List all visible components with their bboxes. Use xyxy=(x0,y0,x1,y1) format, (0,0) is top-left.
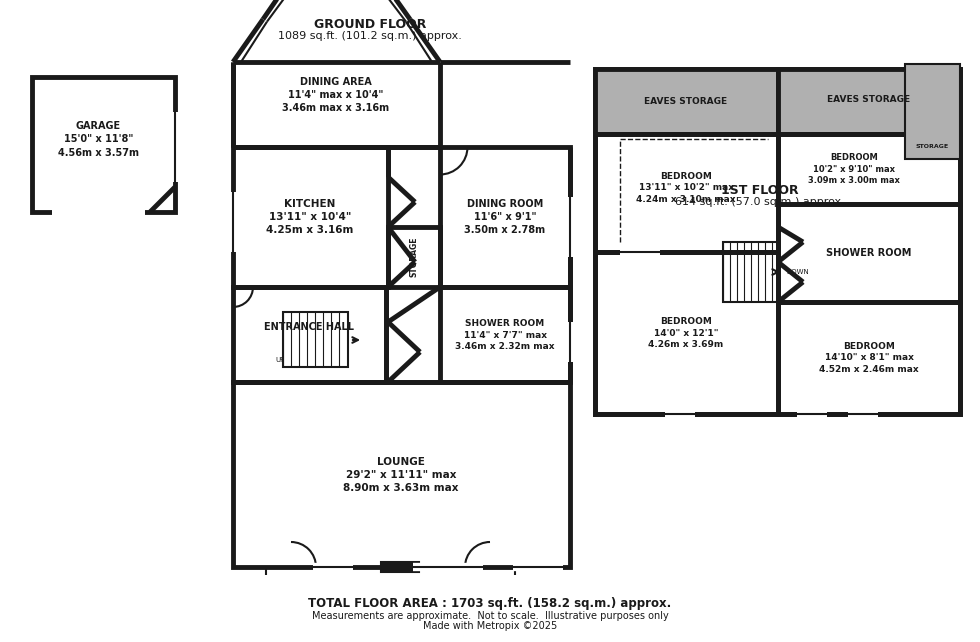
Bar xyxy=(233,147,388,287)
Text: DINING AREA
11'4" max x 10'4"
3.46m max x 3.16m: DINING AREA 11'4" max x 10'4" 3.46m max … xyxy=(282,77,390,113)
Bar xyxy=(778,134,960,204)
Text: STORAGE: STORAGE xyxy=(915,144,949,150)
Text: BEDROOM
14'0" x 12'1"
4.26m x 3.69m: BEDROOM 14'0" x 12'1" 4.26m x 3.69m xyxy=(649,317,723,349)
Text: KITCHEN
13'11" x 10'4"
4.25m x 3.16m: KITCHEN 13'11" x 10'4" 4.25m x 3.16m xyxy=(267,199,354,235)
Text: BEDROOM
10'2" x 9'10" max
3.09m x 3.00m max: BEDROOM 10'2" x 9'10" max 3.09m x 3.00m … xyxy=(808,153,900,186)
Text: DOWN: DOWN xyxy=(786,269,808,275)
Text: Made with Metropix ©2025: Made with Metropix ©2025 xyxy=(423,621,557,631)
Bar xyxy=(283,312,348,367)
Bar xyxy=(381,562,419,572)
Bar xyxy=(905,64,960,159)
Text: TOTAL FLOOR AREA : 1703 sq.ft. (158.2 sq.m.) approx.: TOTAL FLOOR AREA : 1703 sq.ft. (158.2 sq… xyxy=(309,598,671,611)
Text: 1ST FLOOR: 1ST FLOOR xyxy=(721,184,799,196)
Text: BEDROOM
14'10" x 8'1" max
4.52m x 2.46m max: BEDROOM 14'10" x 8'1" max 4.52m x 2.46m … xyxy=(819,342,919,374)
Bar xyxy=(32,77,175,212)
Bar xyxy=(595,134,778,252)
Bar xyxy=(778,69,960,134)
Text: SHOWER ROOM: SHOWER ROOM xyxy=(826,248,911,258)
Text: GROUND FLOOR: GROUND FLOOR xyxy=(314,17,426,31)
Bar xyxy=(388,227,440,287)
Text: BEDROOM
13'11" x 10'2" max
4.24m x 3.10m max: BEDROOM 13'11" x 10'2" max 4.24m x 3.10m… xyxy=(636,171,736,204)
Bar xyxy=(595,69,960,414)
Bar xyxy=(595,252,778,414)
Bar xyxy=(233,287,386,382)
Text: 1089 sq.ft. (101.2 sq.m.) approx.: 1089 sq.ft. (101.2 sq.m.) approx. xyxy=(278,31,462,41)
Text: 614 sq.ft. (57.0 sq.m.) approx.: 614 sq.ft. (57.0 sq.m.) approx. xyxy=(675,197,845,207)
Bar xyxy=(778,204,960,302)
Text: EAVES STORAGE: EAVES STORAGE xyxy=(645,96,727,105)
Text: EAVES STORAGE: EAVES STORAGE xyxy=(827,94,910,103)
Bar xyxy=(595,69,778,134)
Text: UP: UP xyxy=(275,357,284,363)
Text: SHOWER ROOM
11'4" x 7'7" max
3.46m x 2.32m max: SHOWER ROOM 11'4" x 7'7" max 3.46m x 2.3… xyxy=(456,318,555,351)
Text: Measurements are approximate.  Not to scale.  Illustrative purposes only: Measurements are approximate. Not to sca… xyxy=(312,611,668,621)
Text: DINING ROOM
11'6" x 9'1"
3.50m x 2.78m: DINING ROOM 11'6" x 9'1" 3.50m x 2.78m xyxy=(465,199,546,235)
Bar xyxy=(440,147,570,287)
Bar xyxy=(233,382,570,567)
Text: ENTRANCE HALL: ENTRANCE HALL xyxy=(264,322,354,332)
Text: GARAGE
15'0" x 11'8"
4.56m x 3.57m: GARAGE 15'0" x 11'8" 4.56m x 3.57m xyxy=(58,121,139,158)
Text: LOUNGE
29'2" x 11'11" max
8.90m x 3.63m max: LOUNGE 29'2" x 11'11" max 8.90m x 3.63m … xyxy=(343,457,459,493)
Bar xyxy=(778,302,960,414)
Bar xyxy=(723,242,778,302)
Text: STORAGE: STORAGE xyxy=(410,237,418,277)
Bar xyxy=(440,287,570,382)
